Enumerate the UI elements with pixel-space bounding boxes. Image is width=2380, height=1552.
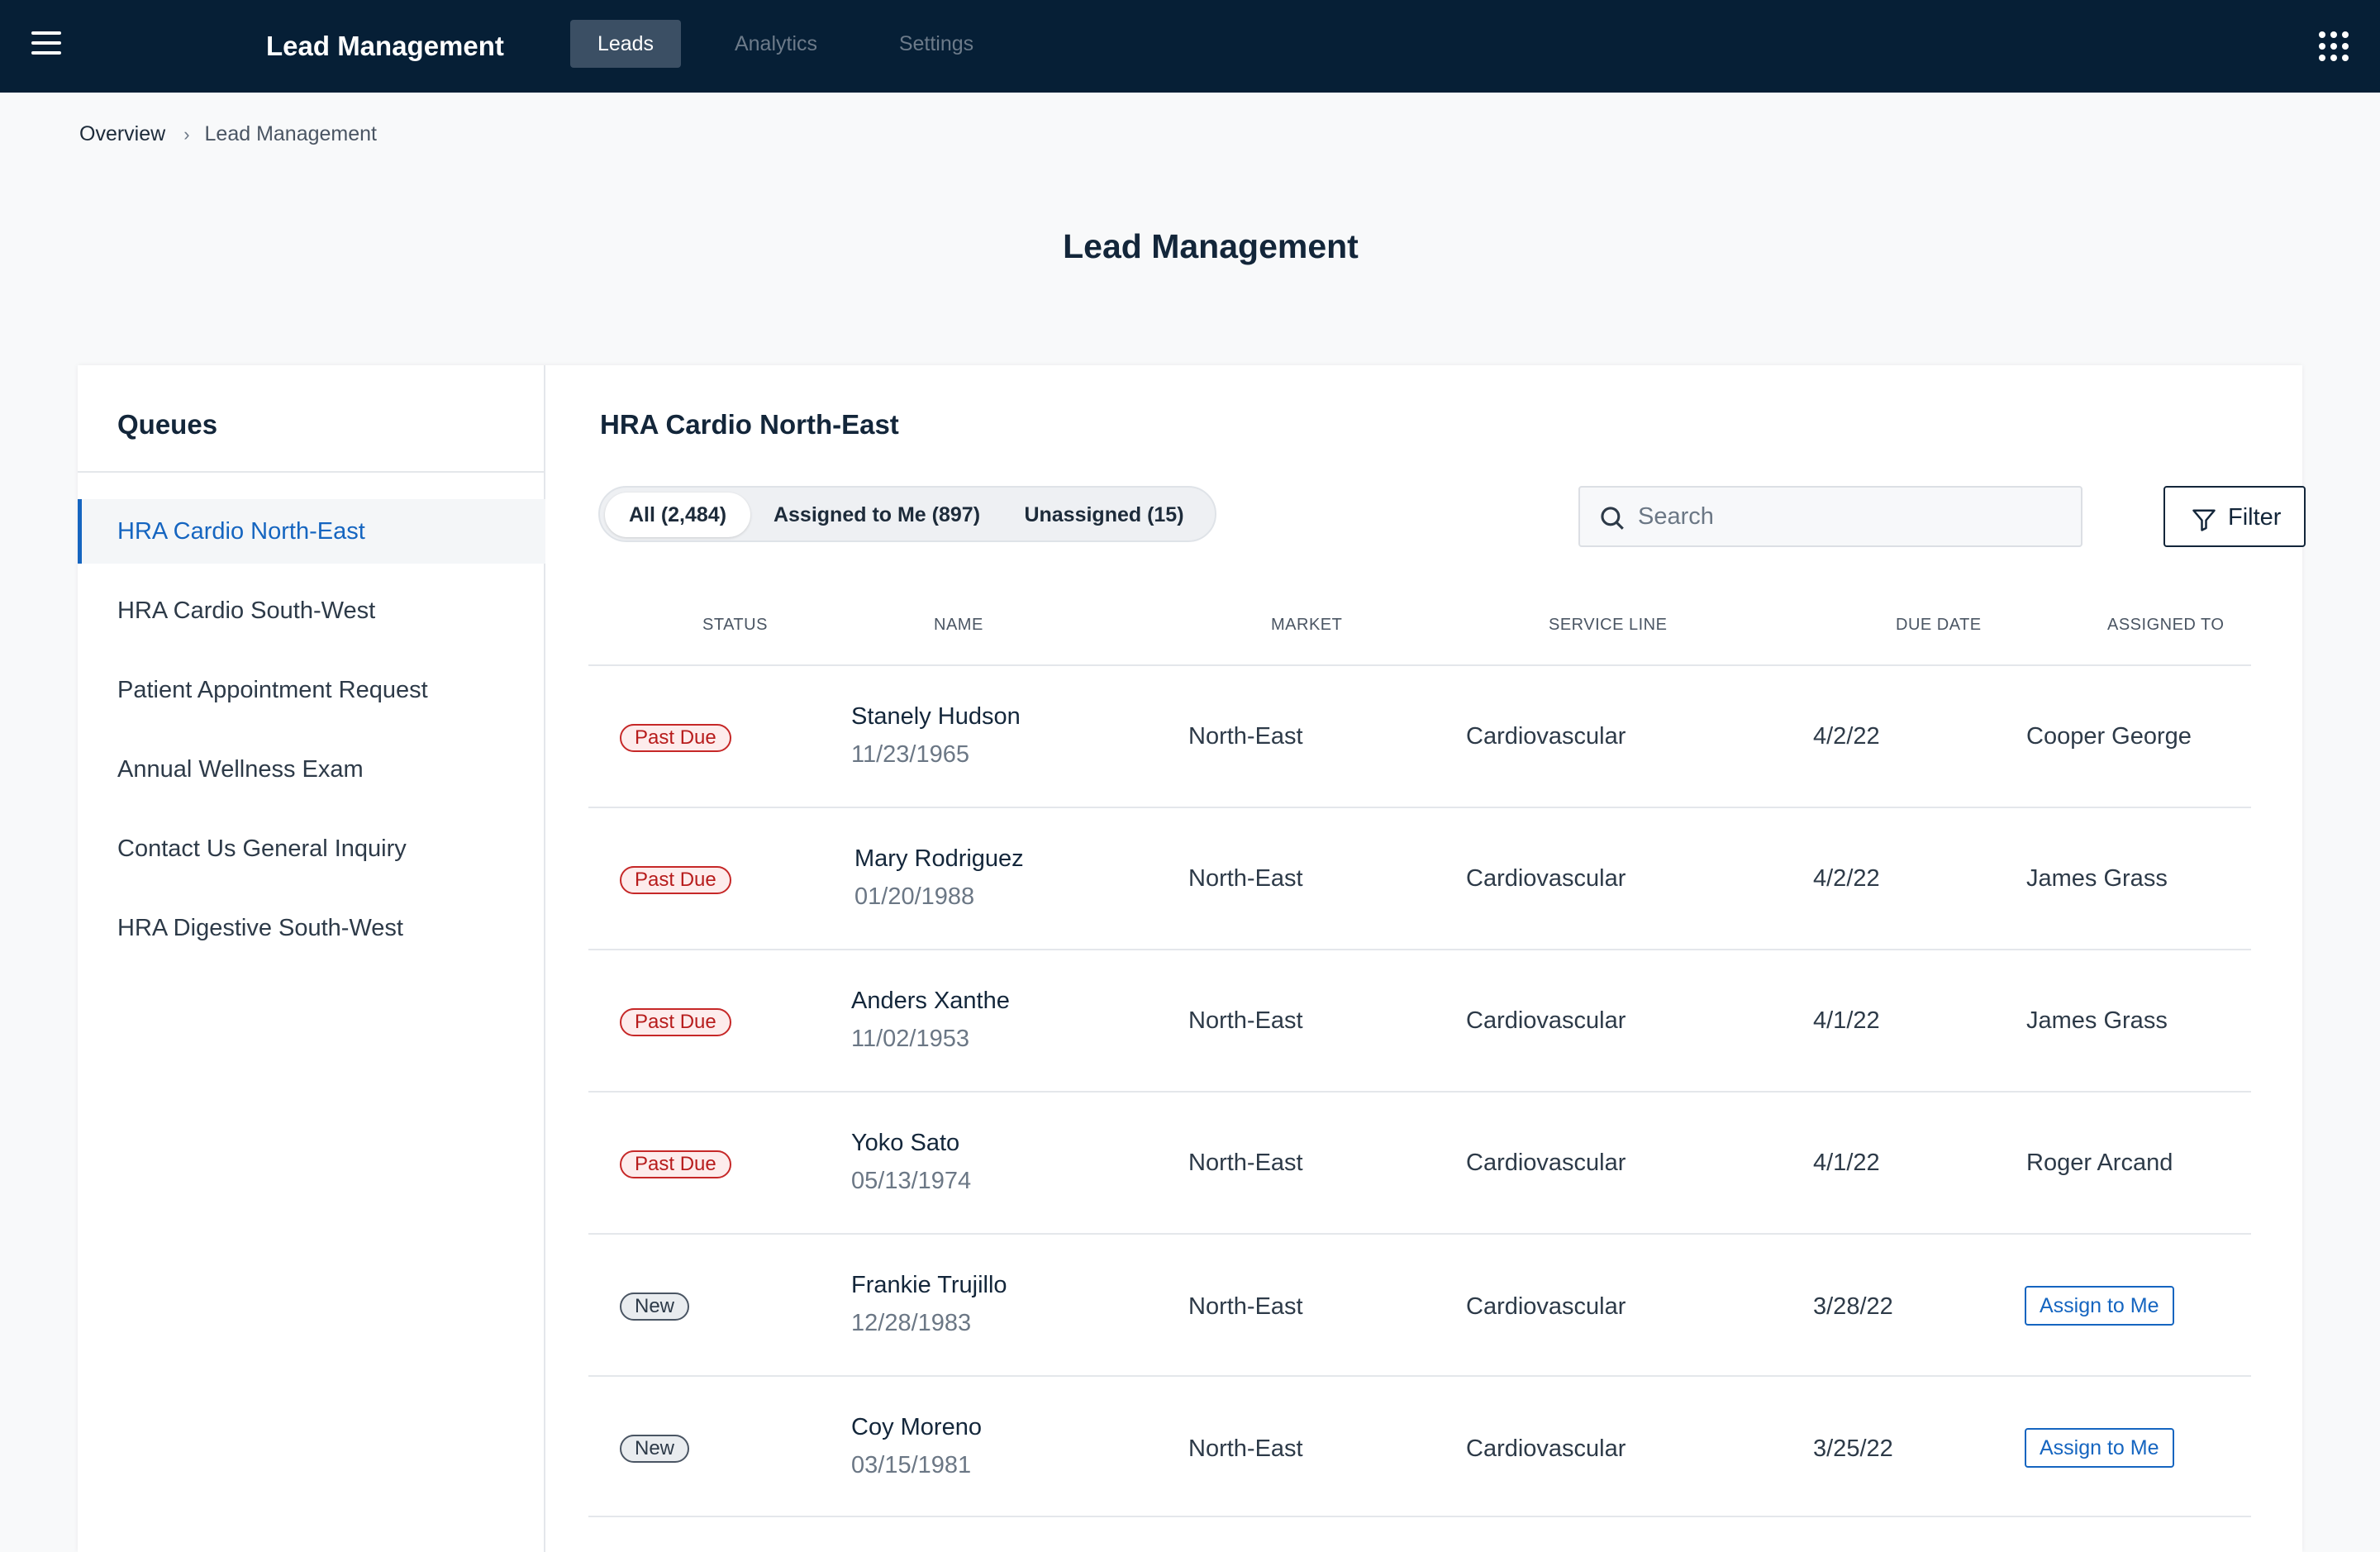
table-row[interactable]: New Coy Moreno 03/15/1981 North-East Car… (588, 1375, 2251, 1517)
lead-name: Coy Moreno (851, 1414, 982, 1440)
tab-analytics[interactable]: Analytics (734, 32, 818, 55)
queues-title: Queues (117, 409, 218, 440)
tab-leads[interactable]: Leads (570, 20, 681, 68)
filter-label: Filter (2228, 504, 2282, 531)
assignment-segmented-control: All (2,484) Assigned to Me (897) Unassig… (598, 486, 1216, 542)
table-row[interactable]: Past Due Stanely Hudson 11/23/1965 North… (588, 664, 2251, 807)
column-header-status: STATUS (702, 616, 768, 634)
queue-item-hra-cardio-north-east[interactable]: HRA Cardio North-East (78, 499, 545, 564)
service-line-cell: Cardiovascular (1466, 865, 1626, 892)
queue-content: HRA Cardio North-East All (2,484) Assign… (545, 365, 2306, 1552)
table-row[interactable]: Past Due Mary Rodriguez 01/20/1988 North… (588, 807, 2251, 949)
breadcrumb-current: Lead Management (204, 122, 377, 145)
service-line-cell: Cardiovascular (1466, 1007, 1626, 1034)
due-date-cell: 3/28/22 (1813, 1293, 1893, 1320)
market-cell: North-East (1188, 1150, 1303, 1176)
status-badge: Past Due (620, 866, 731, 894)
segment-unassigned[interactable]: Unassigned (15) (1024, 503, 1184, 526)
lead-name: Anders Xanthe (851, 988, 1010, 1014)
status-badge: New (620, 1293, 690, 1321)
divider (78, 471, 545, 473)
column-header-assigned-to: ASSIGNED TO (2107, 616, 2225, 634)
table-row[interactable]: Past Due Yoko Sato 05/13/1974 North-East… (588, 1091, 2251, 1233)
hamburger-menu-icon[interactable] (31, 31, 61, 61)
due-date-cell: 4/2/22 (1813, 865, 1880, 892)
lead-name: Yoko Sato (851, 1130, 960, 1156)
lead-name: Mary Rodriguez (854, 845, 1024, 872)
queue-item-hra-cardio-south-west[interactable]: HRA Cardio South-West (117, 597, 376, 624)
assigned-to-cell: Roger Arcand (2026, 1150, 2173, 1176)
queues-sidebar: Queues HRA Cardio North-East HRA Cardio … (78, 365, 545, 1552)
table-row[interactable]: Past Due Anders Xanthe 11/02/1953 North-… (588, 949, 2251, 1091)
chevron-right-icon: › (183, 124, 190, 145)
service-line-cell: Cardiovascular (1466, 1150, 1626, 1176)
table-row[interactable]: New Frankie Trujillo 12/28/1983 North-Ea… (588, 1233, 2251, 1375)
market-cell: North-East (1188, 1293, 1303, 1320)
due-date-cell: 4/1/22 (1813, 1150, 1880, 1176)
queue-item-patient-appointment-request[interactable]: Patient Appointment Request (117, 677, 428, 703)
filter-button[interactable]: Filter (2163, 486, 2306, 547)
assigned-to-cell: Cooper George (2026, 723, 2192, 750)
main-panel: Queues HRA Cardio North-East HRA Cardio … (78, 365, 2306, 1552)
queue-item-annual-wellness-exam[interactable]: Annual Wellness Exam (117, 756, 364, 783)
service-line-cell: Cardiovascular (1466, 1435, 1626, 1462)
status-badge: New (620, 1435, 690, 1463)
assigned-to-cell: James Grass (2026, 865, 2168, 892)
breadcrumb: Overview › Lead Management (79, 119, 377, 149)
search-box (1578, 486, 2082, 547)
due-date-cell: 3/25/22 (1813, 1435, 1893, 1462)
assigned-to-cell: James Grass (2026, 1007, 2168, 1034)
due-date-cell: 4/2/22 (1813, 723, 1880, 750)
lead-name: Stanely Hudson (851, 703, 1021, 730)
lead-dob: 12/28/1983 (851, 1310, 972, 1336)
segment-assigned-to-me[interactable]: Assigned to Me (897) (773, 503, 981, 526)
breadcrumb-overview-link[interactable]: Overview (79, 122, 166, 145)
status-badge: Past Due (620, 1008, 731, 1036)
market-cell: North-East (1188, 723, 1303, 750)
apps-grid-icon[interactable] (2319, 31, 2349, 61)
due-date-cell: 4/1/22 (1813, 1007, 1880, 1034)
status-badge: Past Due (620, 1150, 731, 1178)
lead-dob: 11/02/1953 (851, 1026, 969, 1052)
column-header-due-date: DUE DATE (1896, 616, 1982, 634)
lead-dob: 05/13/1974 (851, 1168, 972, 1194)
queue-heading: HRA Cardio North-East (600, 409, 899, 440)
service-line-cell: Cardiovascular (1466, 1293, 1626, 1320)
queue-item-contact-us-general-inquiry[interactable]: Contact Us General Inquiry (117, 836, 407, 862)
status-badge: Past Due (620, 724, 731, 752)
service-line-cell: Cardiovascular (1466, 723, 1626, 750)
lead-dob: 11/23/1965 (851, 741, 969, 768)
filter-icon (2192, 509, 2216, 531)
column-header-market: MARKET (1271, 616, 1343, 634)
column-header-name: NAME (934, 616, 983, 634)
queue-item-hra-digestive-south-west[interactable]: HRA Digestive South-West (117, 915, 403, 941)
segment-all[interactable]: All (2,484) (605, 493, 750, 537)
app-title: Lead Management (266, 31, 504, 61)
lead-dob: 01/20/1988 (854, 883, 975, 910)
search-icon (1601, 507, 1624, 530)
market-cell: North-East (1188, 1435, 1303, 1462)
market-cell: North-East (1188, 1007, 1303, 1034)
top-navigation-bar: Lead Management Leads Analytics Settings (0, 0, 2380, 93)
assign-to-me-button[interactable]: Assign to Me (2025, 1428, 2174, 1468)
column-header-service-line: SERVICE LINE (1549, 616, 1668, 634)
search-input[interactable] (1638, 496, 2068, 537)
page-title: Lead Management (1063, 227, 1359, 265)
market-cell: North-East (1188, 865, 1303, 892)
assign-to-me-button[interactable]: Assign to Me (2025, 1286, 2174, 1326)
lead-dob: 03/15/1981 (851, 1452, 972, 1478)
tab-settings[interactable]: Settings (898, 32, 974, 55)
lead-name: Frankie Trujillo (851, 1272, 1007, 1298)
